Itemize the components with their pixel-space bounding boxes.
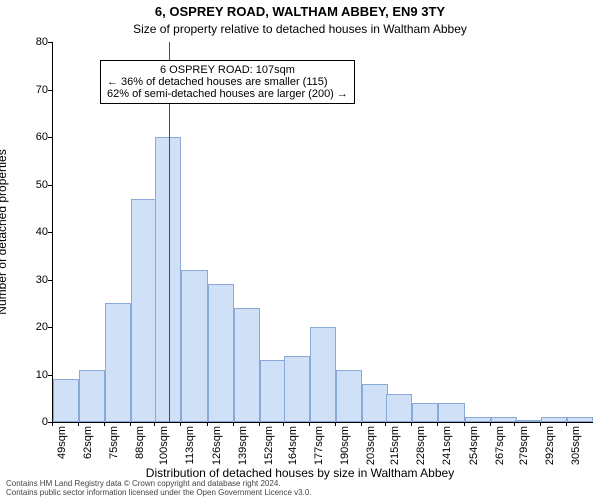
x-tick-label: 113sqm: [184, 426, 196, 464]
histogram-bar: [53, 379, 79, 422]
x-tick-label: 190sqm: [339, 426, 351, 465]
x-tick-mark: [283, 422, 284, 426]
histogram-bar: [284, 356, 310, 423]
y-tick-label: 10: [8, 369, 48, 381]
x-tick-label: 267sqm: [494, 426, 506, 465]
x-tick-label: 215sqm: [389, 426, 401, 465]
x-tick-mark: [207, 422, 208, 426]
histogram-bar: [310, 327, 336, 422]
x-tick-label: 279sqm: [518, 426, 530, 465]
x-tick-mark: [180, 422, 181, 426]
x-tick-label: 305sqm: [570, 426, 582, 465]
x-tick-mark: [335, 422, 336, 426]
y-tick-mark: [48, 42, 52, 43]
histogram-bar: [567, 417, 593, 422]
x-tick-mark: [411, 422, 412, 426]
x-tick-label: 241sqm: [441, 426, 453, 465]
footer-line2: Contains public sector information licen…: [6, 489, 594, 498]
histogram-bar: [515, 420, 541, 422]
histogram-bar: [208, 284, 234, 422]
histogram-bar: [362, 384, 388, 422]
histogram-bar: [181, 270, 207, 422]
y-tick-label: 30: [8, 274, 48, 286]
y-tick-label: 0: [8, 416, 48, 428]
x-tick-mark: [309, 422, 310, 426]
histogram-bar: [541, 417, 567, 422]
histogram-bar: [386, 394, 412, 423]
x-tick-mark: [233, 422, 234, 426]
x-tick-label: 254sqm: [468, 426, 480, 465]
x-axis-label: Distribution of detached houses by size …: [0, 466, 600, 480]
y-tick-mark: [48, 280, 52, 281]
x-tick-label: 203sqm: [365, 426, 377, 465]
footer-attribution: Contains HM Land Registry data © Crown c…: [6, 480, 594, 498]
histogram-bar: [336, 370, 362, 422]
chart-title-line2: Size of property relative to detached ho…: [0, 22, 600, 36]
x-tick-mark: [130, 422, 131, 426]
y-tick-label: 80: [8, 36, 48, 48]
y-tick-mark: [48, 90, 52, 91]
x-tick-label: 62sqm: [82, 426, 94, 459]
y-tick-label: 70: [8, 84, 48, 96]
x-tick-mark: [361, 422, 362, 426]
y-tick-mark: [48, 327, 52, 328]
x-tick-label: 177sqm: [313, 426, 325, 465]
histogram-bar: [438, 403, 464, 422]
y-tick-mark: [48, 375, 52, 376]
x-tick-label: 164sqm: [287, 426, 299, 465]
y-tick-label: 60: [8, 131, 48, 143]
y-tick-label: 40: [8, 226, 48, 238]
x-tick-mark: [540, 422, 541, 426]
x-tick-mark: [78, 422, 79, 426]
histogram-bar: [234, 308, 260, 422]
x-tick-mark: [154, 422, 155, 426]
x-tick-label: 126sqm: [211, 426, 223, 465]
histogram-bar: [155, 137, 181, 422]
x-tick-mark: [566, 422, 567, 426]
x-tick-mark: [514, 422, 515, 426]
x-tick-mark: [464, 422, 465, 426]
y-tick-label: 50: [8, 179, 48, 191]
x-tick-label: 49sqm: [56, 426, 68, 459]
x-tick-label: 100sqm: [158, 426, 170, 465]
histogram-bar: [105, 303, 131, 422]
histogram-bar: [465, 417, 491, 422]
histogram-bar: [412, 403, 438, 422]
annotation-line: ← 36% of detached houses are smaller (11…: [107, 76, 348, 88]
x-tick-mark: [437, 422, 438, 426]
y-tick-label: 20: [8, 321, 48, 333]
x-tick-mark: [52, 422, 53, 426]
x-tick-label: 139sqm: [237, 426, 249, 465]
x-tick-mark: [259, 422, 260, 426]
x-tick-mark: [385, 422, 386, 426]
x-tick-label: 228sqm: [415, 426, 427, 465]
x-tick-mark: [490, 422, 491, 426]
chart-title-line1: 6, OSPREY ROAD, WALTHAM ABBEY, EN9 3TY: [0, 4, 600, 19]
annotation-line: 6 OSPREY ROAD: 107sqm: [107, 64, 348, 76]
histogram-bar: [260, 360, 286, 422]
histogram-bar: [79, 370, 105, 422]
x-tick-label: 292sqm: [544, 426, 556, 465]
y-tick-mark: [48, 232, 52, 233]
annotation-box: 6 OSPREY ROAD: 107sqm← 36% of detached h…: [100, 60, 355, 104]
x-tick-label: 75sqm: [108, 426, 120, 459]
annotation-line: 62% of semi-detached houses are larger (…: [107, 88, 348, 100]
x-tick-mark: [104, 422, 105, 426]
y-tick-mark: [48, 185, 52, 186]
y-tick-mark: [48, 137, 52, 138]
histogram-bar: [131, 199, 157, 422]
x-tick-label: 88sqm: [134, 426, 146, 459]
chart-container: 6, OSPREY ROAD, WALTHAM ABBEY, EN9 3TY S…: [0, 0, 600, 500]
x-tick-label: 152sqm: [263, 426, 275, 465]
